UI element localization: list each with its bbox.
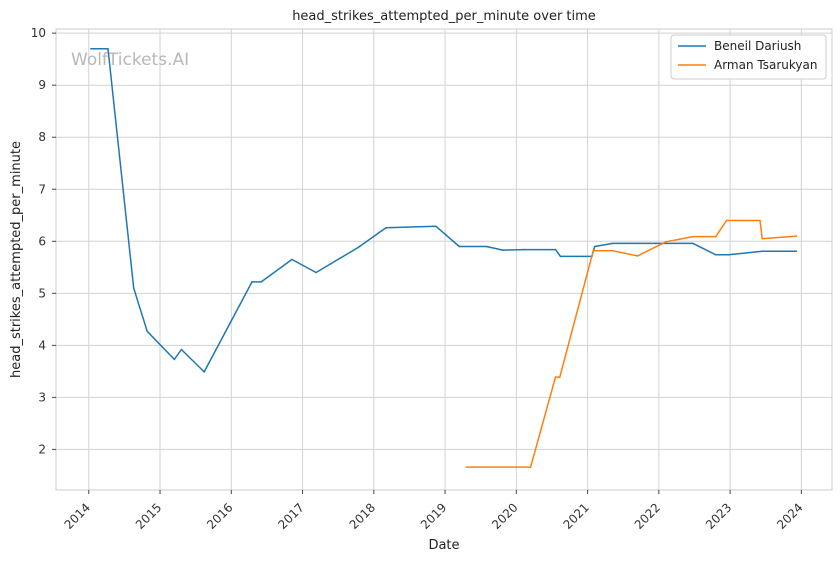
y-tick-label: 7: [38, 182, 46, 196]
y-tick-label: 10: [31, 26, 46, 40]
watermark: WolfTickets.AI: [71, 50, 189, 70]
legend-label-beneil-dariush: Beneil Dariush: [714, 39, 801, 53]
data-point-beneil-dariush: [485, 245, 488, 248]
data-point-beneil-dariush: [593, 245, 596, 248]
series-lines: [90, 48, 798, 468]
data-point-beneil-dariush: [654, 242, 657, 245]
data-point-arman-tsarukyan: [715, 235, 717, 238]
data-point-beneil-dariush: [761, 250, 763, 252]
data-point-arman-tsarukyan: [761, 237, 763, 240]
data-point-beneil-dariush: [107, 48, 109, 50]
data-point-arman-tsarukyan: [559, 376, 561, 378]
data-point-beneil-dariush: [260, 281, 263, 283]
data-point-beneil-dariush: [315, 271, 317, 274]
legend-label-arman-tsarukyan: Arman Tsarukyan: [714, 58, 817, 72]
data-point-arman-tsarukyan: [592, 249, 595, 252]
data-point-beneil-dariush: [203, 371, 205, 373]
data-point-beneil-dariush: [173, 358, 176, 361]
data-point-arman-tsarukyan: [725, 219, 728, 222]
data-point-arman-tsarukyan: [636, 255, 639, 257]
data-point-beneil-dariush: [559, 255, 562, 258]
y-tick-label: 4: [38, 338, 46, 352]
x-axis-label: Date: [428, 538, 459, 553]
data-point-beneil-dariush: [522, 248, 525, 251]
data-point-arman-tsarukyan: [465, 466, 468, 468]
data-point-arman-tsarukyan: [759, 219, 761, 222]
y-tick-label: 6: [38, 234, 46, 248]
plot-frame: [55, 28, 833, 491]
data-point-beneil-dariush: [385, 227, 387, 229]
data-point-beneil-dariush: [132, 287, 135, 289]
data-point-arman-tsarukyan: [795, 235, 798, 237]
data-point-beneil-dariush: [795, 250, 798, 252]
data-point-beneil-dariush: [502, 249, 504, 251]
data-point-arman-tsarukyan: [665, 241, 667, 243]
data-point-beneil-dariush: [727, 254, 730, 256]
y-axis-label: head_strikes_attempted_per_minute: [9, 141, 24, 378]
y-tick-label: 5: [38, 286, 46, 300]
data-point-beneil-dariush: [692, 242, 694, 245]
chart-title: head_strikes_attempted_per_minute over t…: [292, 9, 596, 24]
y-tick-label: 2: [38, 442, 46, 456]
data-point-beneil-dariush: [715, 254, 717, 256]
legend: Beneil Dariush Arman Tsarukyan: [670, 34, 827, 80]
data-point-arman-tsarukyan: [529, 466, 532, 468]
data-point-beneil-dariush: [554, 248, 557, 251]
data-point-arman-tsarukyan: [692, 235, 694, 238]
data-point-beneil-dariush: [90, 48, 92, 50]
data-point-beneil-dariush: [357, 246, 359, 249]
y-tick-label: 3: [38, 390, 46, 404]
y-tick-label: 9: [38, 78, 46, 92]
y-tick-label: 8: [38, 130, 46, 144]
data-point-beneil-dariush: [251, 281, 253, 283]
data-point-beneil-dariush: [458, 245, 461, 248]
y-axis-ticks: 2 3 4 5 6 7 8 9 10: [31, 26, 56, 456]
data-point-beneil-dariush: [611, 242, 614, 245]
grid: [56, 29, 832, 490]
legend-box: [670, 34, 827, 80]
data-point-beneil-dariush: [146, 330, 148, 333]
data-point-beneil-dariush: [291, 258, 293, 261]
data-point-arman-tsarukyan: [611, 249, 614, 252]
data-point-beneil-dariush: [435, 225, 437, 227]
data-point-beneil-dariush: [180, 348, 183, 351]
data-point-arman-tsarukyan: [554, 376, 557, 378]
